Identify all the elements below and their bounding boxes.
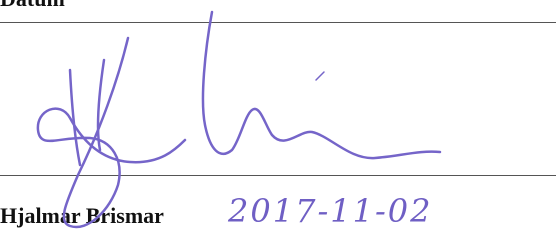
document: Datum Hjalmar Brismar 2017-11-02 [0, 0, 556, 242]
signature-stroke [38, 38, 185, 227]
signature-stroke [203, 12, 440, 158]
signature [0, 0, 556, 242]
signature-stroke [70, 70, 80, 165]
signature-stroke [316, 72, 324, 80]
signature-stroke [98, 60, 104, 150]
